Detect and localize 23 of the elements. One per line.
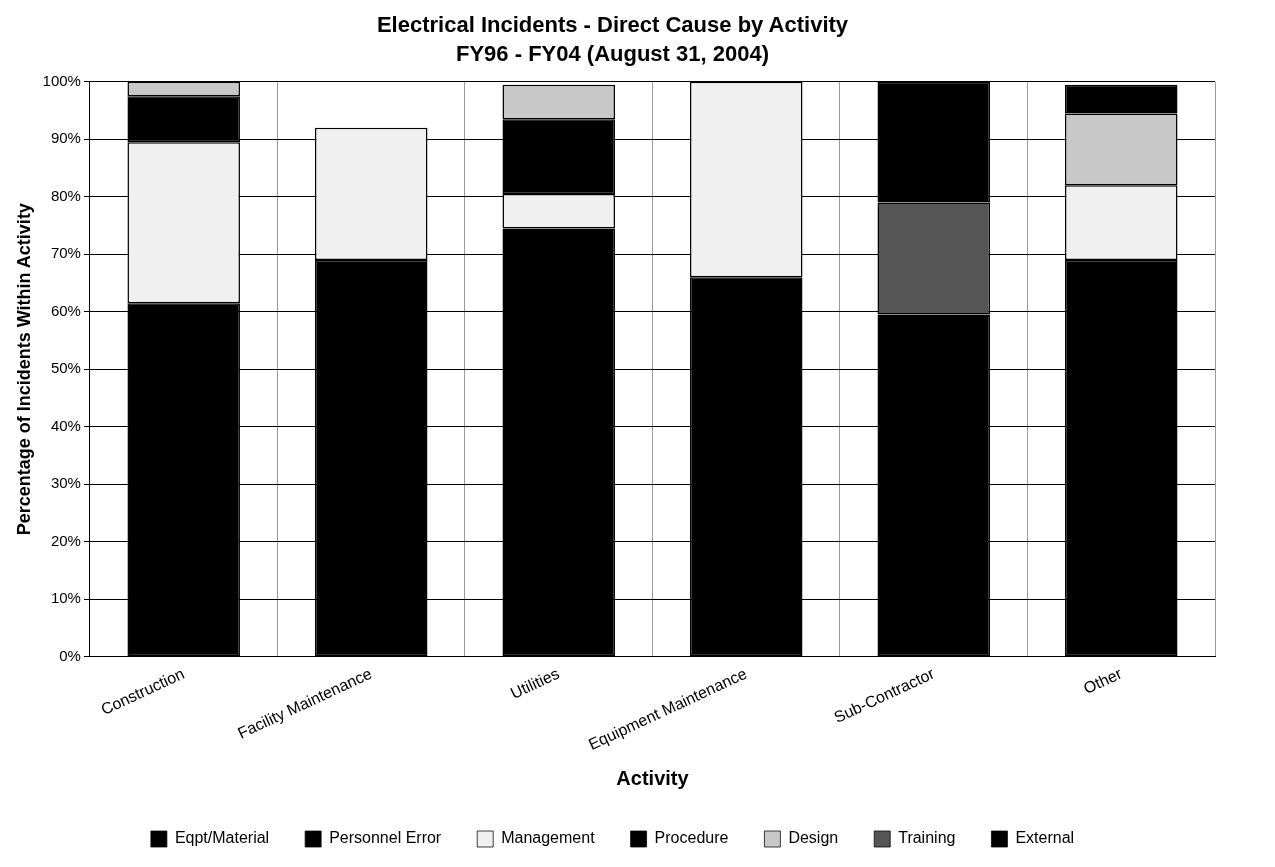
y-tick-label: 40% — [50, 416, 81, 434]
legend-label: External — [1015, 829, 1075, 847]
chart-title: Electrical Incidents - Direct Cause by Activity — [376, 12, 849, 38]
legend-label: Design — [788, 829, 839, 847]
y-tick-label: 60% — [50, 301, 81, 319]
y-tick-label: 100% — [42, 71, 81, 89]
y-tick-label: 90% — [50, 129, 81, 147]
chart-subtitle: FY96 - FY04 (August 31, 2004) — [456, 40, 769, 66]
y-tick-label: 70% — [50, 244, 81, 262]
y-tick-label: 80% — [50, 186, 81, 204]
legend-label: Personnel Error — [329, 829, 442, 847]
x-axis-title: Activity — [616, 766, 690, 789]
y-tick-label: 50% — [50, 359, 81, 377]
x-tick-label: Other — [1080, 664, 1125, 697]
y-tick-label: 30% — [50, 474, 81, 492]
y-axis-title: Percentage of Incidents Within Activity — [13, 203, 34, 536]
legend-label: Training — [898, 829, 956, 847]
y-tick-label: 20% — [50, 531, 81, 549]
legend-label: Management — [501, 829, 596, 847]
legend-label: Eqpt/Material — [174, 829, 270, 847]
y-tick-label: 0% — [59, 646, 81, 664]
y-tick-label: 10% — [50, 589, 81, 607]
legend-label: Procedure — [654, 829, 729, 847]
